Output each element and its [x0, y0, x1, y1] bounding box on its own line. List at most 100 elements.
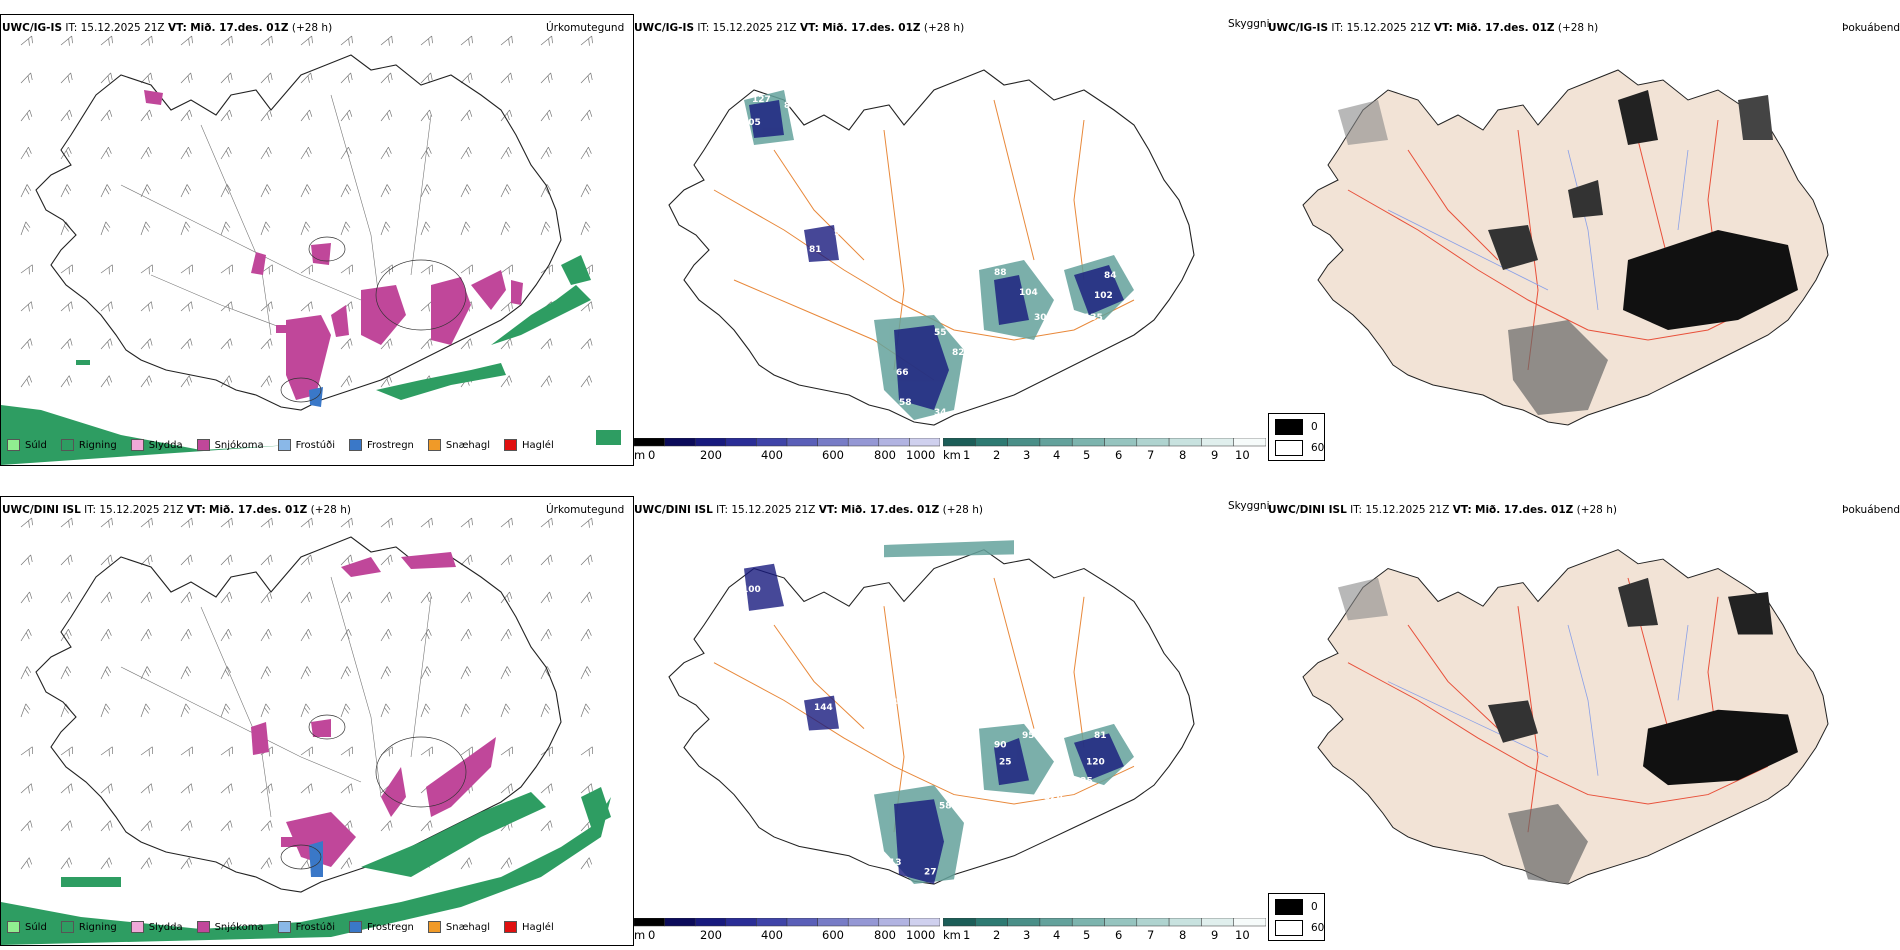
colorbar-swatch [725, 917, 757, 927]
lead-time: (+28 h) [1557, 22, 1599, 34]
colorbar-swatch [1007, 917, 1041, 927]
wind-barb [20, 35, 33, 46]
colorbar-swatch [942, 917, 976, 927]
wind-barb [380, 703, 391, 718]
wind-barb [180, 517, 193, 528]
colorbar-swatch [664, 917, 696, 927]
ceiling-tick: 600 [822, 928, 844, 942]
panel-title-visibility-bottom: Skyggni [1228, 500, 1270, 512]
visibility-tick: 10 [1235, 928, 1250, 942]
visibility-tick: 7 [1147, 448, 1155, 462]
vt-value: Mið. 17.des. 01Z [841, 504, 940, 516]
ceiling-colorbar-bottom: m 0 200 400 600 800 1000 [633, 917, 941, 942]
legend-item: Súld [7, 439, 47, 451]
ceiling-colorbar-swatches [633, 917, 941, 927]
wind-barb [380, 35, 393, 46]
wind-barb [340, 72, 353, 84]
wind-barb [420, 35, 433, 46]
legend-item: Snæhagl [427, 921, 490, 933]
wind-barb [500, 35, 513, 46]
legend-swatch [196, 921, 210, 933]
ceiling-tick: 0 [648, 928, 656, 942]
wind-barb [300, 591, 313, 604]
vt-value: Mið. 17.des. 01Z [1475, 504, 1574, 516]
legend-swatch [7, 921, 20, 933]
colorbar-swatch [786, 917, 818, 927]
vt-label: VT: [186, 504, 206, 516]
wind-barb [340, 109, 353, 122]
colorbar-swatch [1201, 917, 1234, 927]
ceiling-label: 120 [1086, 758, 1105, 768]
wind-barb [180, 221, 191, 236]
wind-barb [540, 109, 553, 122]
legend-label: Frostúði [295, 439, 335, 451]
wind-barb [540, 338, 553, 350]
wind-barb [260, 146, 272, 160]
wind-barb [140, 221, 151, 236]
legend-label: Súld [25, 439, 47, 451]
wind-barb [380, 554, 393, 566]
wind-barb [300, 264, 313, 275]
wind-barb [220, 221, 231, 236]
legend-swatch [349, 439, 362, 451]
colorbar-swatch [1039, 437, 1073, 447]
wind-barb [500, 703, 511, 718]
vt-label: VT: [799, 22, 819, 34]
colorbar-swatch [878, 917, 910, 927]
visibility-tick: 9 [1211, 928, 1219, 942]
fog-legend-swatch [1275, 440, 1303, 456]
colorbar-swatch [694, 917, 727, 927]
wind-barb [380, 628, 392, 642]
wind-barb [580, 375, 593, 388]
fog-legend-swatch [1275, 419, 1303, 435]
wind-barb [580, 857, 593, 870]
header-fog-bottom: UWC/DINI ISL IT: 15.12.2025 21Z VT: Mið.… [1268, 504, 1617, 516]
wind-barb [300, 184, 312, 198]
wind-barb [180, 146, 192, 160]
ceiling-label: 81 [809, 245, 822, 255]
fog-legend-label: 60 [1311, 922, 1325, 934]
wind-barb [180, 375, 193, 388]
wind-barb [300, 301, 313, 312]
legend-label: Frostregn [367, 921, 414, 933]
legend-label: Frostregn [367, 439, 414, 451]
wind-barb [60, 554, 73, 566]
wind-barb [300, 628, 312, 642]
visibility-panel-top: 127 83 105 39 96 81 58 148 88 104 102 84 135 30 51 55 82… [634, 30, 1266, 460]
legend-swatch [7, 439, 20, 451]
wind-barb [100, 820, 113, 832]
wind-barb [540, 820, 553, 832]
ceiling-colorbar-swatches [633, 437, 941, 447]
wind-barb [500, 72, 513, 84]
lead-time: (+28 h) [310, 504, 351, 516]
wind-barb [580, 746, 593, 757]
legend-item: Frostregn [349, 439, 414, 451]
ceiling-label: 88 [994, 268, 1007, 278]
colorbar-swatch [633, 437, 665, 447]
wind-barb [20, 857, 33, 870]
wind-barb [180, 184, 192, 198]
legend-label: Rigning [78, 921, 117, 933]
wind-barb [60, 666, 72, 680]
wind-barb [260, 35, 273, 46]
wind-barb [580, 146, 592, 160]
wind-barb [20, 109, 33, 122]
visibility-unit: km [943, 928, 961, 942]
wind-barb [20, 820, 33, 832]
wind-barb [260, 666, 272, 680]
wind-barb [460, 146, 472, 160]
wind-barb [340, 591, 353, 604]
wind-barb [20, 746, 33, 757]
wind-barb [380, 666, 392, 680]
wind-barb [20, 666, 32, 680]
wind-barb [60, 591, 73, 604]
wind-barb [580, 703, 591, 718]
fog-legend-label: 60 [1311, 442, 1325, 454]
visibility-tick: 3 [1023, 448, 1031, 462]
ceiling-label: 25 [999, 758, 1012, 768]
wind-barb [540, 72, 553, 84]
wind-barb [20, 554, 33, 566]
wind-barb [260, 301, 273, 312]
it-value: 15.12.2025 21Z [99, 504, 184, 516]
wind-barb [220, 109, 233, 122]
